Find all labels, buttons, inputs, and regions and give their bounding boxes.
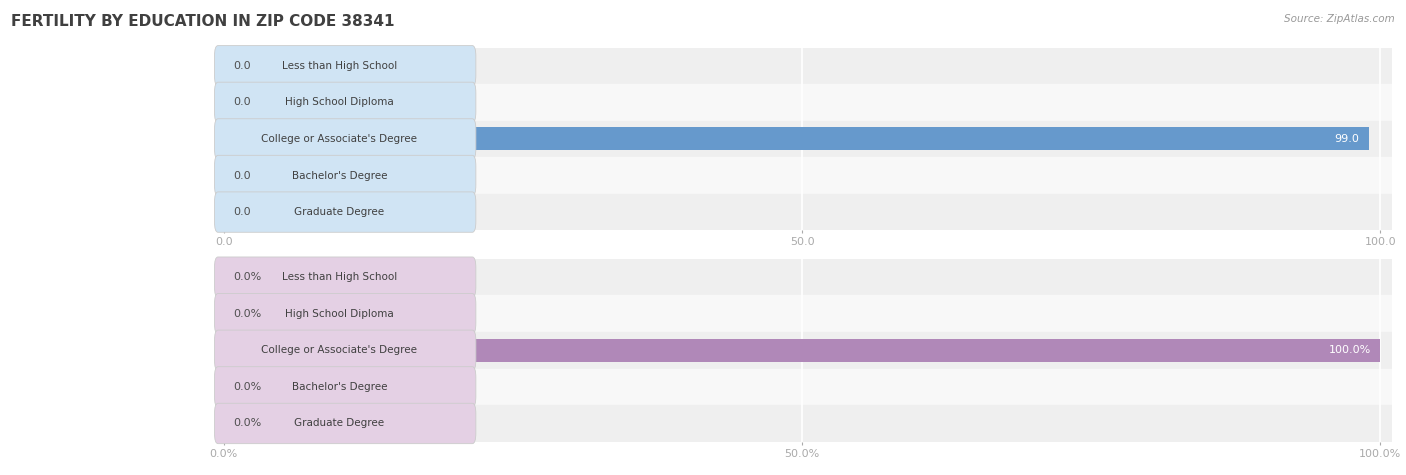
Text: 0.0%: 0.0% bbox=[233, 382, 262, 392]
Text: Less than High School: Less than High School bbox=[281, 61, 396, 71]
Bar bbox=[224, 127, 1369, 151]
FancyBboxPatch shape bbox=[215, 192, 475, 232]
FancyBboxPatch shape bbox=[215, 119, 475, 159]
Text: High School Diploma: High School Diploma bbox=[285, 97, 394, 107]
Text: 0.0: 0.0 bbox=[233, 207, 250, 217]
Text: Source: ZipAtlas.com: Source: ZipAtlas.com bbox=[1284, 14, 1395, 24]
Text: 0.0: 0.0 bbox=[233, 61, 250, 71]
Bar bbox=[224, 339, 1381, 362]
Text: Graduate Degree: Graduate Degree bbox=[294, 207, 384, 217]
Text: 0.0%: 0.0% bbox=[233, 418, 262, 428]
Text: Bachelor's Degree: Bachelor's Degree bbox=[291, 382, 387, 392]
Bar bbox=[218, 84, 1392, 121]
FancyBboxPatch shape bbox=[215, 403, 475, 444]
Bar bbox=[218, 121, 1392, 157]
FancyBboxPatch shape bbox=[215, 294, 475, 334]
Text: College or Associate's Degree: College or Associate's Degree bbox=[262, 345, 418, 355]
Text: Less than High School: Less than High School bbox=[281, 272, 396, 282]
Bar bbox=[218, 259, 1392, 295]
Text: High School Diploma: High School Diploma bbox=[285, 309, 394, 319]
Text: 0.0%: 0.0% bbox=[233, 309, 262, 319]
FancyBboxPatch shape bbox=[215, 155, 475, 196]
Bar bbox=[218, 369, 1392, 405]
Bar bbox=[218, 157, 1392, 194]
Text: Bachelor's Degree: Bachelor's Degree bbox=[291, 171, 387, 180]
FancyBboxPatch shape bbox=[215, 82, 475, 123]
Text: 100.0%: 100.0% bbox=[1329, 345, 1371, 355]
Bar bbox=[218, 194, 1392, 230]
Bar bbox=[218, 48, 1392, 84]
Bar bbox=[218, 332, 1392, 369]
FancyBboxPatch shape bbox=[215, 330, 475, 371]
Text: FERTILITY BY EDUCATION IN ZIP CODE 38341: FERTILITY BY EDUCATION IN ZIP CODE 38341 bbox=[11, 14, 395, 29]
Text: 0.0: 0.0 bbox=[233, 171, 250, 180]
Bar bbox=[218, 405, 1392, 442]
Text: 99.0: 99.0 bbox=[1334, 134, 1360, 144]
Text: Graduate Degree: Graduate Degree bbox=[294, 418, 384, 428]
Text: College or Associate's Degree: College or Associate's Degree bbox=[262, 134, 418, 144]
FancyBboxPatch shape bbox=[215, 257, 475, 297]
FancyBboxPatch shape bbox=[215, 46, 475, 86]
Text: 0.0%: 0.0% bbox=[233, 272, 262, 282]
FancyBboxPatch shape bbox=[215, 367, 475, 407]
Bar bbox=[218, 295, 1392, 332]
Text: 0.0: 0.0 bbox=[233, 97, 250, 107]
